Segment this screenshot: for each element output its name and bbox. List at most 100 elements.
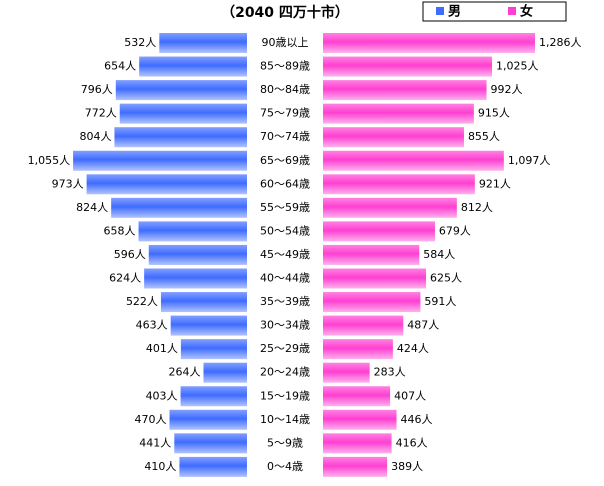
legend-label: 女 [520, 4, 533, 20]
category-label: 85～89歳 [260, 60, 310, 73]
bar [323, 221, 435, 242]
value-label: 915人 [478, 107, 510, 120]
category-label: 15～19歳 [260, 389, 310, 402]
value-label: 591人 [424, 295, 456, 308]
value-label: 1,025人 [496, 60, 539, 73]
value-label: 804人 [79, 130, 111, 143]
category-label: 30～34歳 [260, 319, 310, 332]
value-label: 264人 [168, 366, 200, 379]
bar [323, 268, 427, 289]
value-label: 441人 [139, 436, 171, 449]
bar [323, 80, 487, 101]
value-label: 824人 [76, 201, 108, 214]
value-label: 389人 [391, 460, 423, 473]
category-label: 70～74歳 [260, 130, 310, 143]
bar [323, 409, 397, 430]
value-label: 973人 [52, 177, 84, 190]
value-label: 424人 [397, 342, 429, 355]
value-label: 654人 [104, 60, 136, 73]
category-label: 20～24歳 [260, 366, 310, 379]
value-label: 470人 [135, 413, 167, 426]
category-label: 10～14歳 [260, 413, 310, 426]
category-label: 25～29歳 [260, 342, 310, 355]
category-label: 60～64歳 [260, 177, 310, 190]
legend-label: 男 [448, 5, 461, 20]
value-label: 522人 [126, 295, 158, 308]
category-label: 40～44歳 [260, 272, 310, 285]
category-label: 35～39歳 [260, 295, 310, 308]
category-label: 80～84歳 [260, 83, 310, 96]
value-label: 812人 [461, 201, 493, 214]
bar [170, 315, 247, 336]
value-label: 446人 [401, 413, 433, 426]
bar [323, 103, 474, 124]
bar [73, 150, 247, 171]
value-label: 1,097人 [508, 154, 550, 167]
category-label: 65～69歳 [260, 154, 310, 167]
value-label: 658人 [104, 224, 136, 237]
bar [111, 197, 247, 218]
value-label: 416人 [396, 436, 428, 449]
bar [323, 33, 535, 53]
bar [323, 315, 404, 336]
value-label: 772人 [85, 107, 117, 120]
bar [323, 292, 421, 313]
bar [323, 150, 504, 171]
value-label: 1,055人 [28, 154, 71, 167]
bar [323, 433, 392, 454]
value-label: 584人 [423, 248, 455, 261]
category-label: 90歳以上 [262, 36, 309, 49]
value-label: 401人 [146, 342, 178, 355]
category-label: 0～4歳 [267, 460, 303, 473]
bar [148, 244, 247, 265]
bar [144, 268, 247, 289]
value-label: 921人 [479, 177, 511, 190]
bar [323, 339, 393, 360]
value-label: 407人 [394, 389, 426, 402]
value-label: 410人 [144, 460, 176, 473]
bar [323, 174, 475, 195]
chart-title: （2040 四万十市） [221, 4, 349, 21]
value-label: 1,286人 [539, 36, 582, 49]
bar [138, 221, 247, 242]
value-label: 625人 [430, 272, 462, 285]
bar [139, 56, 247, 77]
bar [179, 456, 247, 477]
bar [169, 409, 247, 430]
value-label: 283人 [374, 366, 406, 379]
category-label: 5～9歳 [267, 436, 303, 449]
bar [119, 103, 247, 124]
category-label: 75～79歳 [260, 107, 310, 120]
bar [203, 362, 247, 383]
category-label: 50～54歳 [260, 224, 310, 237]
bar [323, 127, 464, 148]
bar [180, 339, 247, 360]
value-label: 679人 [439, 224, 471, 237]
value-label: 403人 [146, 389, 178, 402]
value-label: 992人 [491, 83, 523, 96]
bar [323, 197, 457, 218]
value-label: 796人 [81, 83, 113, 96]
bar [323, 56, 492, 77]
bar [323, 362, 370, 383]
value-label: 596人 [114, 248, 146, 261]
category-label: 45～49歳 [260, 248, 310, 261]
bar [323, 386, 391, 407]
value-label: 855人 [468, 130, 500, 143]
category-label: 55～59歳 [260, 201, 310, 214]
bar [160, 292, 247, 313]
bar [323, 244, 420, 265]
bar [159, 33, 247, 53]
bar [86, 174, 247, 195]
bar [180, 386, 247, 407]
legend-swatch [436, 7, 444, 15]
bar [323, 456, 388, 477]
legend-swatch [508, 7, 516, 15]
legend-box [422, 1, 567, 22]
value-label: 532人 [124, 36, 156, 49]
bar [174, 433, 247, 454]
value-label: 463人 [136, 319, 168, 332]
bar [114, 127, 247, 148]
bar [115, 80, 247, 101]
